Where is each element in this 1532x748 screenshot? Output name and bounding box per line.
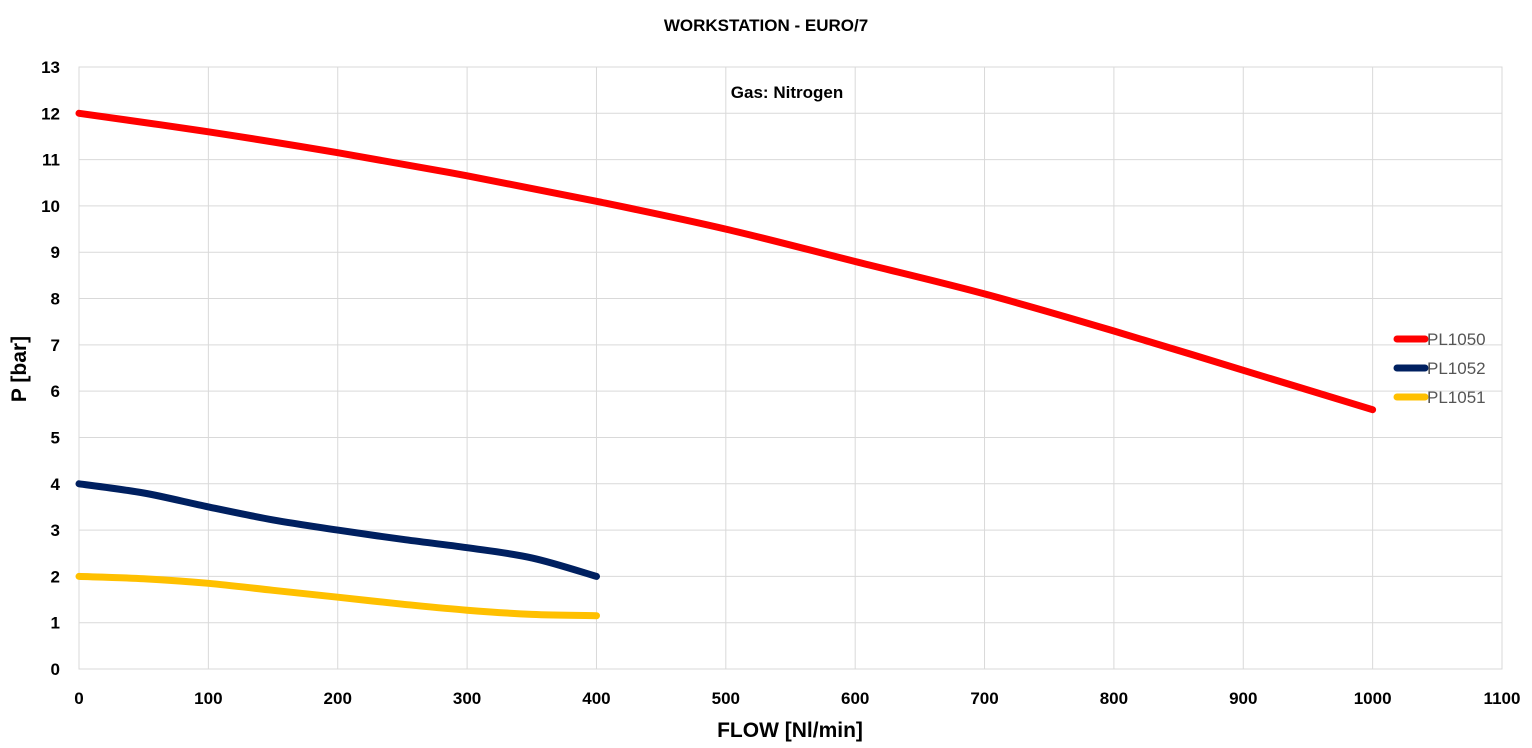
x-axis-title: FLOW [Nl/min] — [717, 719, 863, 742]
legend-label-pl1051: PL1051 — [1427, 388, 1486, 407]
y-tick-label: 13 — [41, 58, 60, 77]
x-tick-label: 500 — [712, 689, 740, 708]
x-tick-label: 400 — [582, 689, 610, 708]
series-line-pl1050 — [75, 109, 1377, 414]
x-tick-label: 300 — [453, 689, 481, 708]
legend-label-pl1050: PL1050 — [1427, 330, 1486, 349]
y-tick-label: 11 — [42, 151, 60, 170]
y-tick-label: 7 — [51, 336, 60, 355]
series-line-pl1051 — [75, 572, 600, 620]
plot-area — [75, 109, 1377, 620]
x-tick-label: 0 — [74, 689, 83, 708]
y-tick-label: 8 — [51, 290, 60, 309]
x-tick-label: 1000 — [1354, 689, 1392, 708]
x-tick-label: 100 — [194, 689, 222, 708]
y-tick-label: 5 — [51, 428, 60, 447]
y-tick-label: 0 — [51, 660, 60, 679]
plot-border — [78, 66, 1503, 670]
y-axis-title: P [bar] — [8, 336, 31, 402]
x-tick-label: 700 — [970, 689, 998, 708]
y-tick-label: 6 — [51, 382, 60, 401]
y-tick-label: 9 — [51, 243, 60, 262]
x-tick-label: 800 — [1100, 689, 1128, 708]
x-tick-label: 1100 — [1484, 689, 1521, 708]
y-tick-label: 4 — [51, 475, 61, 494]
series-line-pl1052 — [75, 480, 600, 580]
gridlines — [78, 66, 1503, 670]
x-axis: 0 100 200 300 400 500 600 700 800 900 1000 1100 — [74, 689, 1520, 708]
legend: PL1050 PL1052 PL1051 — [1393, 330, 1486, 407]
x-tick-label: 200 — [324, 689, 352, 708]
x-tick-label: 900 — [1229, 689, 1257, 708]
y-tick-label: 10 — [41, 197, 60, 216]
annotation-gas: Gas: Nitrogen — [731, 83, 843, 102]
y-tick-label: 2 — [51, 567, 60, 586]
x-tick-label: 600 — [841, 689, 869, 708]
y-tick-label: 1 — [51, 614, 60, 633]
y-tick-label: 12 — [41, 104, 60, 123]
y-tick-label: 3 — [51, 521, 60, 540]
chart-title: WORKSTATION - EURO/7 — [664, 16, 868, 35]
legend-label-pl1052: PL1052 — [1427, 359, 1486, 378]
